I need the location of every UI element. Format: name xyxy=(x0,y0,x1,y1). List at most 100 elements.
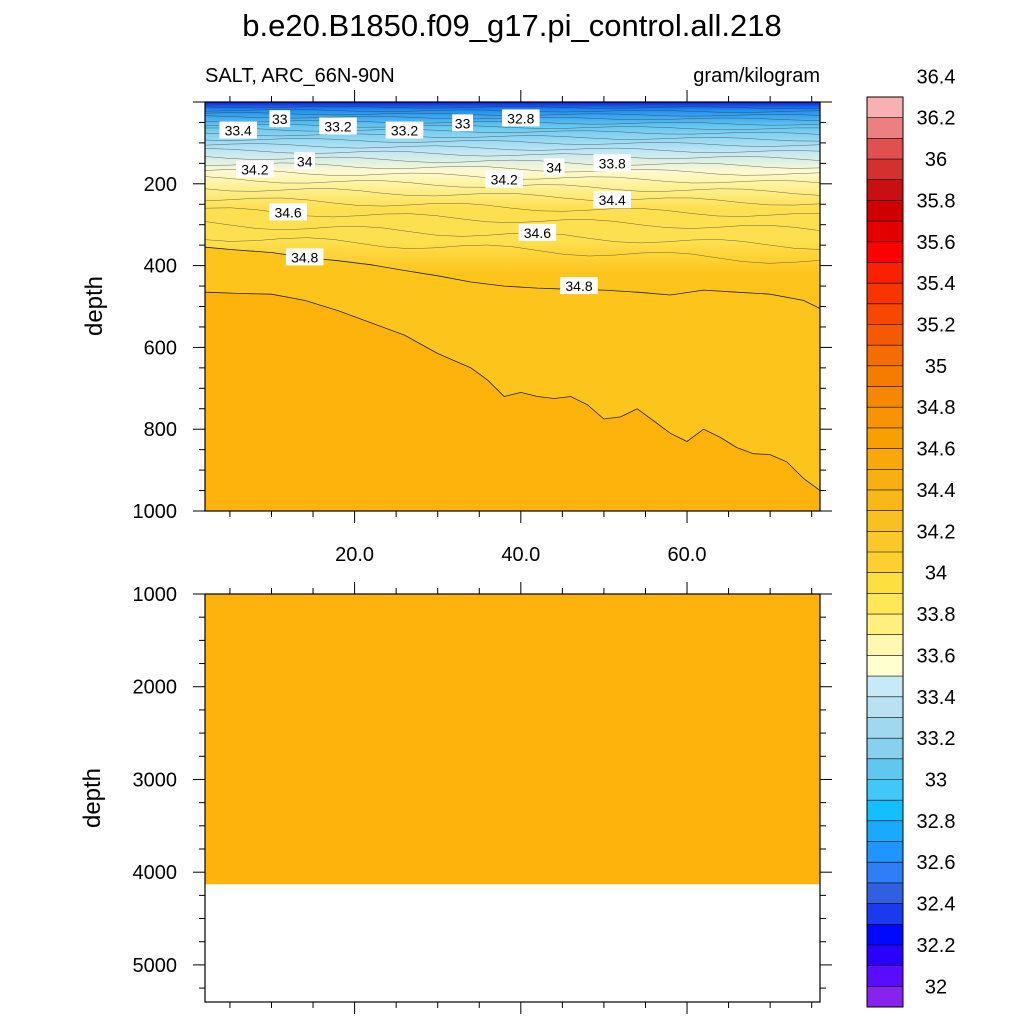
colorbar-swatch xyxy=(867,97,903,118)
colorbar-swatch xyxy=(867,200,903,222)
contour-label-box xyxy=(560,277,598,295)
x-tick-label: 60.0 xyxy=(668,544,707,566)
contour-label-box xyxy=(593,191,631,209)
colorbar-swatch xyxy=(867,779,903,801)
lower-panel: 1000 2000 3000 4000 5000 depth xyxy=(79,582,832,1014)
colorbar-label: 32.6 xyxy=(917,852,956,874)
contour-label: 34.2 xyxy=(241,162,268,178)
colorbar-label: 33.8 xyxy=(917,604,956,626)
colorbar-swatch xyxy=(867,655,903,677)
colorbar-swatch xyxy=(867,531,903,553)
colorbar-swatch xyxy=(867,696,903,718)
colorbar-swatch xyxy=(867,738,903,760)
colorbar-swatch xyxy=(867,448,903,470)
colorbar-swatch xyxy=(867,944,903,966)
contour-labels: 33 33.4 33.2 33.2 33 32.8 34 34.2 34 33.8 34.2 34.4… xyxy=(219,109,631,295)
colorbar-label: 35 xyxy=(925,356,947,378)
colorbar-swatch xyxy=(867,386,903,408)
isohaline-line xyxy=(205,105,820,109)
contour-label: 33.4 xyxy=(225,123,252,139)
contour-label-box xyxy=(269,203,307,221)
colorbar-swatch xyxy=(867,489,903,511)
isohaline-line xyxy=(205,143,820,153)
contour-label: 33 xyxy=(272,111,288,127)
colorbar-swatch xyxy=(867,800,903,822)
colorbar-swatch xyxy=(867,262,903,284)
y-tick-label: 1000 xyxy=(133,501,178,523)
y-tick-label: 5000 xyxy=(133,955,178,977)
colorbar-label: 36 xyxy=(925,149,947,171)
colorbar-label: 34 xyxy=(925,563,947,585)
colorbar-swatch xyxy=(867,841,903,863)
colorbar-swatch xyxy=(867,924,903,946)
contour-label-box xyxy=(385,121,424,139)
chart-title: b.e20.B1850.f09_g17.pi_control.all.218 xyxy=(242,8,782,43)
colorbar-swatch xyxy=(867,283,903,305)
isohaline-line xyxy=(205,237,820,264)
x-tick-label: 40.0 xyxy=(501,544,540,566)
colorbar-label: 36.2 xyxy=(917,108,956,130)
x-tick-label: 20.0 xyxy=(335,544,374,566)
lower-y-axis: 1000 2000 3000 4000 5000 xyxy=(133,584,832,989)
colorbar-swatch xyxy=(867,365,903,387)
colorbar-frame xyxy=(866,96,904,1008)
colorbar-swatch xyxy=(867,717,903,739)
contour-label: 34.8 xyxy=(291,249,318,265)
contour-label: 34.8 xyxy=(565,278,592,294)
colorbar-swatch xyxy=(867,221,903,243)
colorbar-swatch xyxy=(867,117,903,139)
isohaline-line xyxy=(205,207,820,231)
colorbar-label: 35.8 xyxy=(917,190,956,212)
colorbar-swatch xyxy=(867,820,903,842)
colorbar-swatch xyxy=(867,427,903,449)
y-tick-label: 1000 xyxy=(133,584,178,606)
isohaline-line xyxy=(205,188,820,206)
left-subtitle: SALT, ARC_66N-90N xyxy=(205,65,395,87)
colorbar-label: 33.6 xyxy=(917,645,956,667)
colorbar-label: 33.4 xyxy=(917,687,956,709)
contour-label-box xyxy=(593,154,631,172)
isohaline-line xyxy=(205,123,820,130)
contour-label-box xyxy=(219,121,257,139)
colorbar-swatch xyxy=(867,407,903,429)
isohaline-lines xyxy=(205,105,820,264)
colorbar-label: 33 xyxy=(925,770,947,792)
colorbar-swatch xyxy=(867,572,903,594)
colorbar-swatch xyxy=(867,676,903,698)
lower-plot-frame xyxy=(204,593,821,1003)
salinity-35-band xyxy=(205,292,820,511)
colorbar-swatch xyxy=(867,634,903,656)
colorbar-swatch xyxy=(867,862,903,884)
colorbar-swatch xyxy=(867,159,903,181)
upper-y-axis: 200 400 600 800 1000 xyxy=(133,101,832,523)
colorbar-label: 35.2 xyxy=(917,315,956,337)
colorbar-swatch xyxy=(867,552,903,573)
contour-label: 34.2 xyxy=(491,172,518,188)
isohaline-line xyxy=(205,221,820,250)
colorbar-swatch xyxy=(867,241,903,263)
colorbar-label: 34.2 xyxy=(917,521,956,543)
contour-label: 34 xyxy=(546,159,562,175)
colorbar-swatch xyxy=(867,903,903,925)
colorbar-label: 36.4 xyxy=(917,66,956,88)
contour-label: 34 xyxy=(297,153,313,169)
colorbar: 32 32.2 32.4 32.6 32.8 33 33.2 33.4 33.6 33.8 34 34… xyxy=(866,66,956,1008)
lower-y-axis-label: depth xyxy=(79,768,106,828)
contour-label: 33.2 xyxy=(324,119,351,135)
colorbar-swatch xyxy=(867,345,903,367)
colorbar-swatch xyxy=(867,324,903,346)
contour-label-box xyxy=(518,223,557,241)
colorbar-swatch xyxy=(867,469,903,491)
colorbar-swatch xyxy=(867,303,903,325)
colorbar-label: 32 xyxy=(925,976,947,998)
contour-label: 34.6 xyxy=(524,225,551,241)
isohaline-line xyxy=(205,138,820,147)
colorbar-label: 32.4 xyxy=(917,894,956,916)
colorbar-label: 35.6 xyxy=(917,232,956,254)
colorbar-swatch xyxy=(867,758,903,780)
colorbar-swatch xyxy=(867,510,903,532)
contour-label-box xyxy=(236,160,274,178)
contour-label: 33 xyxy=(455,115,471,131)
lower-x-axis xyxy=(229,582,813,1014)
contour-label-box xyxy=(269,110,291,128)
